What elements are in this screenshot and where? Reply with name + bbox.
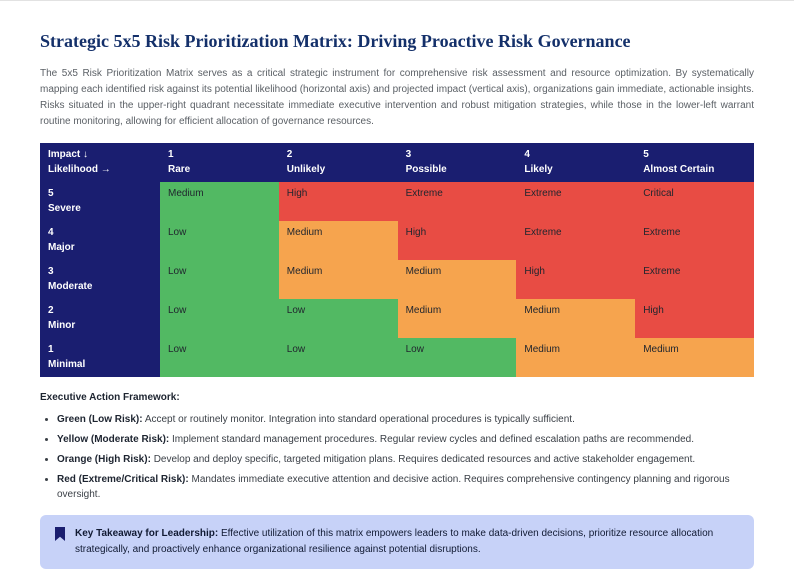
framework-item-orange: Orange (High Risk): Develop and deploy s… <box>57 452 754 467</box>
matrix-cell: Extreme <box>516 182 636 221</box>
column-number: 5 <box>643 149 649 160</box>
matrix-cell: Extreme <box>635 260 754 299</box>
framework-item-lead: Yellow (Moderate Risk): <box>57 434 170 445</box>
column-number: 1 <box>168 149 174 160</box>
matrix-row-minimal: 1 Minimal Low Low Low Medium Medium <box>40 338 754 377</box>
row-number: 5 <box>48 188 54 199</box>
framework-item-lead: Orange (High Risk): <box>57 454 151 465</box>
framework-item-green: Green (Low Risk): Accept or routinely mo… <box>57 412 754 427</box>
framework-item-text: Develop and deploy specific, targeted mi… <box>153 454 696 465</box>
column-label: Possible <box>405 163 447 175</box>
matrix-row-header: 5 Severe <box>40 182 160 221</box>
column-number: 4 <box>524 149 530 160</box>
matrix-cell: High <box>278 182 398 221</box>
matrix-column-header-possible: 3 Possible <box>397 143 517 182</box>
matrix-cell: Medium <box>278 221 398 260</box>
matrix-corner-header: Impact ↓ Likelihood → <box>40 143 160 182</box>
matrix-row-header: 2 Minor <box>40 299 160 338</box>
row-label: Minimal <box>48 358 86 370</box>
matrix-column-header-rare: 1 Rare <box>160 143 279 182</box>
framework-item-lead: Green (Low Risk): <box>57 414 143 425</box>
row-number: 2 <box>48 305 54 316</box>
matrix-row-header: 3 Moderate <box>40 260 160 299</box>
framework-item-red: Red (Extreme/Critical Risk): Mandates im… <box>57 472 754 502</box>
matrix-cell: High <box>516 260 636 299</box>
matrix-row-major: 4 Major Low Medium High Extreme Extreme <box>40 221 754 260</box>
row-label: Severe <box>48 202 81 214</box>
framework-item-text: Implement standard management procedures… <box>172 434 694 445</box>
matrix-cell: Medium <box>397 299 517 338</box>
matrix-row-severe: 5 Severe Medium High Extreme Extreme Cri… <box>40 182 754 221</box>
matrix-cell: Medium <box>397 260 517 299</box>
matrix-cell: Low <box>278 338 398 377</box>
matrix-column-header-unlikely: 2 Unlikely <box>278 143 398 182</box>
framework-item-yellow: Yellow (Moderate Risk): Implement standa… <box>57 432 754 447</box>
matrix-cell: Low <box>397 338 517 377</box>
likelihood-axis-label: Likelihood → <box>48 163 111 175</box>
risk-matrix-table: Impact ↓ Likelihood → 1 Rare 2 Unlikely … <box>40 143 754 377</box>
matrix-column-header-almost-certain: 5 Almost Certain <box>635 143 754 182</box>
matrix-cell: Medium <box>278 260 398 299</box>
matrix-cell: Low <box>160 338 279 377</box>
matrix-row-moderate: 3 Moderate Low Medium Medium High Extrem… <box>40 260 754 299</box>
key-takeaway-callout: Key Takeaway for Leadership: Effective u… <box>40 515 754 569</box>
matrix-cell: Extreme <box>516 221 636 260</box>
framework-heading: Executive Action Framework: <box>40 392 180 403</box>
matrix-cell: Critical <box>635 182 754 221</box>
matrix-cell: Medium <box>160 182 279 221</box>
row-number: 3 <box>48 266 54 277</box>
column-number: 2 <box>286 149 293 160</box>
framework-item-lead: Red (Extreme/Critical Risk): <box>57 474 189 485</box>
framework-list: Green (Low Risk): Accept or routinely mo… <box>40 412 754 502</box>
bookmark-icon <box>54 527 66 546</box>
matrix-cell: Medium <box>516 299 636 338</box>
matrix-cell: Extreme <box>397 182 517 221</box>
intro-paragraph: The 5x5 Risk Prioritization Matrix serve… <box>40 68 754 127</box>
matrix-row-header: 4 Major <box>40 221 160 260</box>
callout-text: Key Takeaway for Leadership: Effective u… <box>75 526 740 558</box>
column-label: Unlikely <box>286 163 326 175</box>
matrix-cell: High <box>635 299 754 338</box>
page-title: Strategic 5x5 Risk Prioritization Matrix… <box>40 31 631 51</box>
matrix-cell: High <box>397 221 517 260</box>
matrix-cell: Low <box>160 299 279 338</box>
callout-lead: Key Takeaway for Leadership: <box>75 528 219 539</box>
impact-axis-label: Impact ↓ <box>48 149 89 160</box>
column-number: 3 <box>405 149 412 160</box>
matrix-cell: Extreme <box>635 221 754 260</box>
row-label: Moderate <box>48 280 93 292</box>
framework-item-text: Accept or routinely monitor. Integration… <box>144 414 575 425</box>
row-number: 4 <box>48 227 54 238</box>
column-label: Almost Certain <box>643 163 715 175</box>
row-label: Major <box>48 241 75 253</box>
column-label: Likely <box>524 163 553 175</box>
matrix-header-row: Impact ↓ Likelihood → 1 Rare 2 Unlikely … <box>40 143 754 182</box>
matrix-column-header-likely: 4 Likely <box>516 143 636 182</box>
matrix-row-minor: 2 Minor Low Low Medium Medium High <box>40 299 754 338</box>
matrix-cell: Low <box>160 221 279 260</box>
matrix-cell: Medium <box>516 338 636 377</box>
matrix-cell: Low <box>160 260 279 299</box>
row-label: Minor <box>48 319 76 331</box>
matrix-row-header: 1 Minimal <box>40 338 160 377</box>
row-number: 1 <box>48 344 54 355</box>
matrix-cell: Medium <box>635 338 754 377</box>
column-label: Rare <box>168 163 191 175</box>
matrix-cell: Low <box>278 299 398 338</box>
